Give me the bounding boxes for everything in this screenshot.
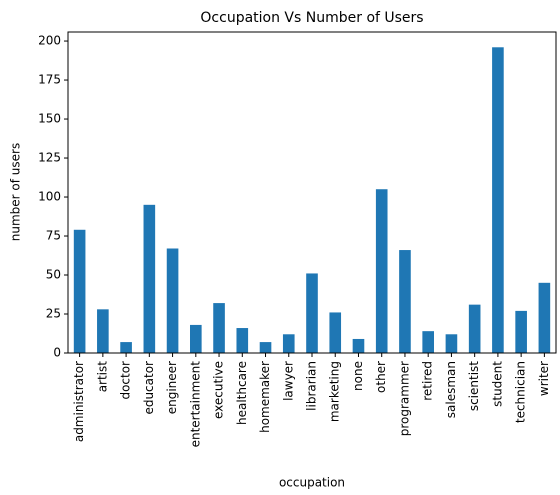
bar: [97, 309, 109, 353]
bar: [306, 273, 318, 353]
x-tick-label: technician: [514, 361, 528, 423]
x-axis-label: occupation: [279, 476, 345, 490]
bar: [120, 342, 132, 353]
bar: [422, 331, 434, 353]
bar: [73, 229, 86, 353]
bar: [236, 328, 249, 353]
y-tick-label: 200: [38, 34, 61, 48]
y-tick-label: 150: [38, 112, 61, 126]
x-tick-label: artist: [95, 361, 109, 393]
bar: [166, 248, 179, 353]
chart-title: Occupation Vs Number of Users: [200, 10, 423, 26]
x-tick-label: other: [374, 361, 388, 393]
x-tick-label: none: [351, 361, 365, 391]
x-tick-label: engineer: [165, 361, 179, 414]
x-tick-label: programmer: [397, 361, 411, 436]
x-tick-label: student: [490, 361, 504, 407]
y-tick-label: 100: [38, 190, 61, 204]
x-tick-label: scientist: [467, 361, 481, 411]
x-tick-label: lawyer: [281, 361, 295, 401]
bar: [190, 324, 202, 353]
x-tick-label: homemaker: [258, 361, 272, 433]
x-tick-label: executive: [212, 361, 226, 419]
x-tick-label: writer: [537, 361, 551, 396]
y-tick-label: 25: [46, 307, 61, 321]
y-tick-label: 75: [46, 229, 61, 243]
x-tick-label: entertainment: [188, 361, 202, 448]
bar: [399, 250, 411, 353]
bar: [538, 282, 551, 353]
x-tick-label: educator: [142, 361, 156, 415]
x-tick-label: administrator: [72, 361, 86, 442]
x-tick-label: salesman: [444, 361, 458, 418]
y-tick-label: 50: [46, 268, 61, 282]
x-tick-label: retired: [421, 361, 435, 401]
bar: [445, 334, 458, 353]
x-tick-label: doctor: [119, 361, 133, 400]
x-tick-label: healthcare: [235, 361, 249, 425]
y-tick-label: 0: [53, 346, 61, 360]
bar: [329, 312, 342, 353]
x-tick-label: librarian: [305, 361, 319, 411]
bar: [213, 303, 225, 353]
bar: [143, 204, 156, 353]
x-tick-label: marketing: [328, 361, 342, 422]
bar: [515, 310, 527, 353]
y-tick-label: 175: [38, 73, 61, 87]
plot-frame: [67, 31, 557, 354]
y-axis-label: number of users: [9, 143, 23, 241]
y-tick-label: 125: [38, 151, 61, 165]
bar: [375, 189, 388, 353]
bar: [492, 47, 504, 354]
bar: [468, 304, 481, 353]
bar: [352, 338, 365, 353]
bar: [259, 342, 272, 353]
bar: [282, 334, 295, 353]
